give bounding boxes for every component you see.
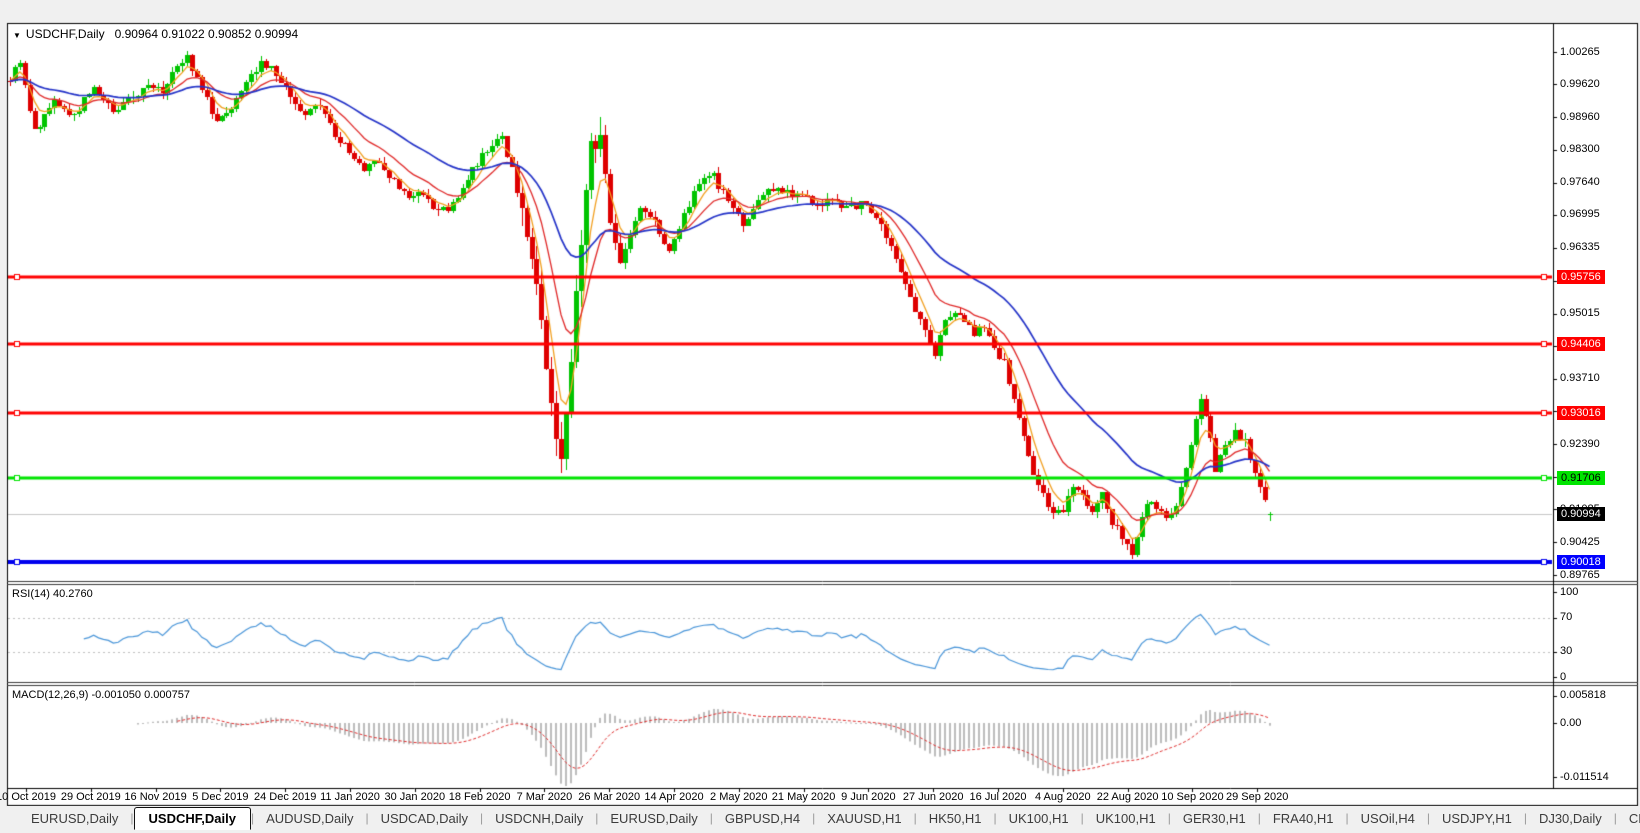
rsi-axis-tick[interactable]: 100	[1560, 585, 1579, 598]
chart-tab-HK50-H1[interactable]: HK50,H1	[928, 810, 982, 826]
tab-separator: |	[709, 811, 713, 825]
date-axis-label[interactable]: 7 Mar 2020	[516, 791, 573, 803]
price-axis-tick[interactable]: 0.90425	[1560, 535, 1600, 548]
price-axis-tick[interactable]: 1.00265	[1560, 45, 1600, 58]
price-axis-tick[interactable]: 0.89765	[1560, 568, 1600, 581]
chart-tab-FRA40-H1[interactable]: FRA40,H1	[1272, 810, 1334, 826]
tab-separator: |	[365, 811, 369, 825]
chart-tab-USDCNH-Daily[interactable]: USDCNH,Daily	[495, 810, 584, 826]
tab-separator: |	[1613, 811, 1617, 825]
date-axis-label[interactable]: 16 Jul 2020	[969, 791, 1027, 803]
date-axis-label[interactable]: 11 Jan 2020	[320, 791, 380, 803]
chart-tab-EURUSD-Daily[interactable]: EURUSD,Daily	[31, 810, 119, 826]
date-axis-label[interactable]: 4 Aug 2020	[1034, 791, 1091, 803]
tab-separator: |	[480, 811, 484, 825]
date-axis-label[interactable]: 2 May 2020	[710, 791, 768, 803]
tab-separator: |	[1426, 811, 1430, 825]
date-axis-label[interactable]: 10 Oct 2019	[0, 791, 56, 803]
rsi-indicator-label: RSI(14) 40.2760	[12, 588, 93, 600]
tab-separator: |	[1523, 811, 1527, 825]
date-axis-label[interactable]: 29 Oct 2019	[60, 791, 121, 803]
support-price-tag: 0.91706	[1557, 471, 1605, 486]
chart-ohlc-values: 0.90964 0.91022 0.90852 0.90994	[114, 27, 299, 41]
tab-separator: |	[1167, 811, 1171, 825]
date-axis-label[interactable]: 5 Dec 2019	[192, 791, 249, 803]
rsi-axis-tick[interactable]: 0	[1560, 670, 1567, 683]
support-price-tag: 0.90018	[1557, 555, 1605, 570]
rsi-axis-tick[interactable]: 30	[1560, 645, 1573, 657]
chart-ohlc-readout: ▼ USDCHF,Daily 0.90964 0.91022 0.90852 0.9…	[13, 27, 298, 41]
price-axis-tick[interactable]: 0.96335	[1560, 241, 1600, 254]
date-axis-label[interactable]: 30 Jan 2020	[384, 791, 446, 803]
price-axis-tick[interactable]: 0.98300	[1560, 143, 1600, 156]
date-axis-label[interactable]: 26 Mar 2020	[578, 791, 641, 803]
rsi-axis-tick[interactable]: 70	[1560, 611, 1573, 623]
chart-tab-GER30-H1[interactable]: GER30,H1	[1182, 810, 1246, 826]
chart-tab-EURUSD-Daily[interactable]: EURUSD,Daily	[610, 810, 698, 826]
tab-separator: |	[130, 811, 134, 825]
date-axis-label[interactable]: 9 Jun 2020	[841, 791, 896, 803]
tab-separator: |	[250, 811, 255, 825]
chart-tab-CHINA300-H1[interactable]: CHINA300,H1	[1628, 810, 1640, 826]
chart-symbol-label: USDCHF,Daily	[25, 27, 105, 41]
date-axis-label[interactable]: 27 Jun 2020	[902, 791, 964, 803]
current-price-price-tag: 0.90994	[1557, 506, 1605, 521]
macd-axis-tick[interactable]: 0.00	[1560, 716, 1582, 729]
date-axis-label[interactable]: 14 Apr 2020	[644, 791, 704, 803]
macd-indicator-label: MACD(12,26,9) -0.001050 0.000757	[12, 689, 190, 701]
chart-tab-USDCHF-Daily[interactable]: USDCHF,Daily	[133, 806, 251, 830]
price-axis-tick[interactable]: 0.95015	[1560, 307, 1600, 319]
price-axis-tick[interactable]: 0.93710	[1560, 372, 1600, 384]
chart-tab-UK100-H1[interactable]: UK100,H1	[1095, 810, 1156, 826]
chart-tab-DJ30-Daily[interactable]: DJ30,Daily	[1538, 810, 1602, 826]
chart-tab-XAUUSD-H1[interactable]: XAUUSD,H1	[827, 810, 902, 826]
macd-axis-tick[interactable]: 0.005818	[1560, 689, 1606, 702]
chart-plot-area[interactable]	[0, 0, 1640, 808]
resistance-price-tag: 0.95756	[1557, 269, 1605, 284]
tab-separator: |	[812, 811, 816, 825]
chart-tab-bar: EURUSD,Daily | USDCHF,Daily | AUDUSD,Daily | U…	[7, 806, 1640, 830]
date-axis-label[interactable]: 24 Dec 2019	[253, 791, 317, 803]
date-axis-label[interactable]: 21 May 2020	[771, 791, 836, 803]
date-axis-label[interactable]: 18 Feb 2020	[448, 791, 511, 803]
tab-separator: |	[993, 811, 997, 825]
tab-separator: |	[1257, 811, 1261, 825]
macd-axis-tick[interactable]: -0.011514	[1560, 770, 1609, 783]
date-axis-label[interactable]: 16 Nov 2019	[124, 791, 187, 803]
chart-tab-UK100-H1[interactable]: UK100,H1	[1008, 810, 1069, 826]
resistance-price-tag: 0.94406	[1557, 336, 1605, 351]
date-axis-label[interactable]: 10 Sep 2020	[1161, 791, 1224, 803]
tab-separator: |	[1080, 811, 1084, 825]
price-axis-tick[interactable]: 0.98960	[1560, 110, 1600, 123]
one-click-trading-arrow-icon[interactable]: ▼	[13, 31, 21, 40]
tab-separator: |	[1345, 811, 1349, 825]
chart-tab-AUDUSD-Daily[interactable]: AUDUSD,Daily	[266, 810, 354, 826]
date-axis-label[interactable]: 29 Sep 2020	[1225, 791, 1289, 803]
chart-tab-USDJPY-H1[interactable]: USDJPY,H1	[1441, 810, 1512, 826]
chart-tab-USDCAD-Daily[interactable]: USDCAD,Daily	[380, 810, 469, 826]
chart-tab-USOil-H4[interactable]: USOil,H4	[1360, 810, 1415, 826]
price-axis-tick[interactable]: 0.97640	[1560, 176, 1600, 189]
price-axis-tick[interactable]: 0.92390	[1560, 437, 1600, 450]
price-axis-tick[interactable]: 0.96995	[1560, 208, 1600, 221]
price-axis-tick[interactable]: 0.99620	[1560, 77, 1600, 90]
tab-separator: |	[595, 811, 599, 825]
tab-separator: |	[913, 811, 917, 825]
chart-tab-GBPUSD-H4[interactable]: GBPUSD,H4	[724, 810, 801, 826]
date-axis-label[interactable]: 22 Aug 2020	[1096, 791, 1159, 803]
resistance-price-tag: 0.93016	[1557, 406, 1605, 421]
